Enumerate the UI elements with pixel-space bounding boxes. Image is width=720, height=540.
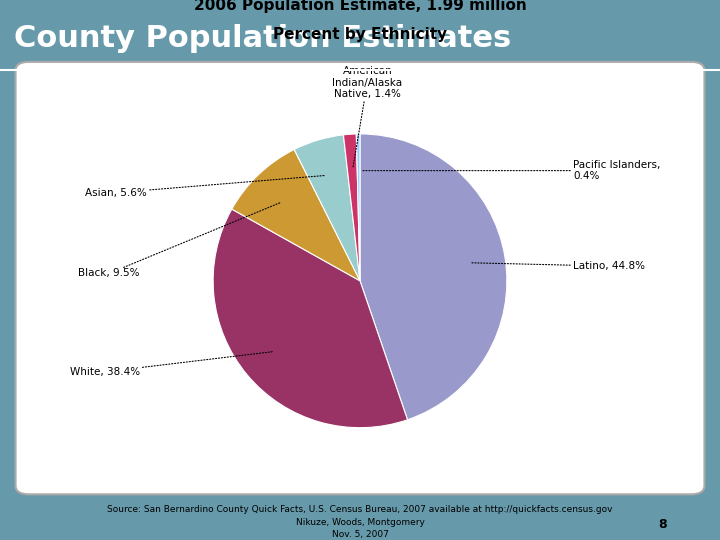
Text: White, 38.4%: White, 38.4% [70,352,273,377]
Text: County Population Estimates: County Population Estimates [14,24,512,53]
Wedge shape [343,134,360,281]
Wedge shape [213,209,408,428]
Text: American
Indian/Alaska
Native, 1.4%: American Indian/Alaska Native, 1.4% [333,66,402,168]
Text: Asian, 5.6%: Asian, 5.6% [85,176,326,198]
Text: Pacific Islanders,
0.4%: Pacific Islanders, 0.4% [361,160,660,181]
Text: Nikuze, Woods, Montgomery: Nikuze, Woods, Montgomery [296,518,424,528]
Text: Percent by Ethnicity: Percent by Ethnicity [273,28,447,43]
Text: 8: 8 [658,518,667,531]
Text: 2006 Population Estimate, 1.99 million: 2006 Population Estimate, 1.99 million [194,0,526,13]
Wedge shape [356,134,360,281]
FancyBboxPatch shape [16,62,704,494]
Wedge shape [360,134,507,420]
Wedge shape [294,135,360,281]
Wedge shape [232,150,360,281]
Text: Black, 9.5%: Black, 9.5% [78,202,282,279]
Text: Source: San Bernardino County Quick Facts, U.S. Census Bureau, 2007 available at: Source: San Bernardino County Quick Fact… [107,505,613,514]
Text: Latino, 44.8%: Latino, 44.8% [472,261,645,271]
Text: Nov. 5, 2007: Nov. 5, 2007 [332,530,388,539]
